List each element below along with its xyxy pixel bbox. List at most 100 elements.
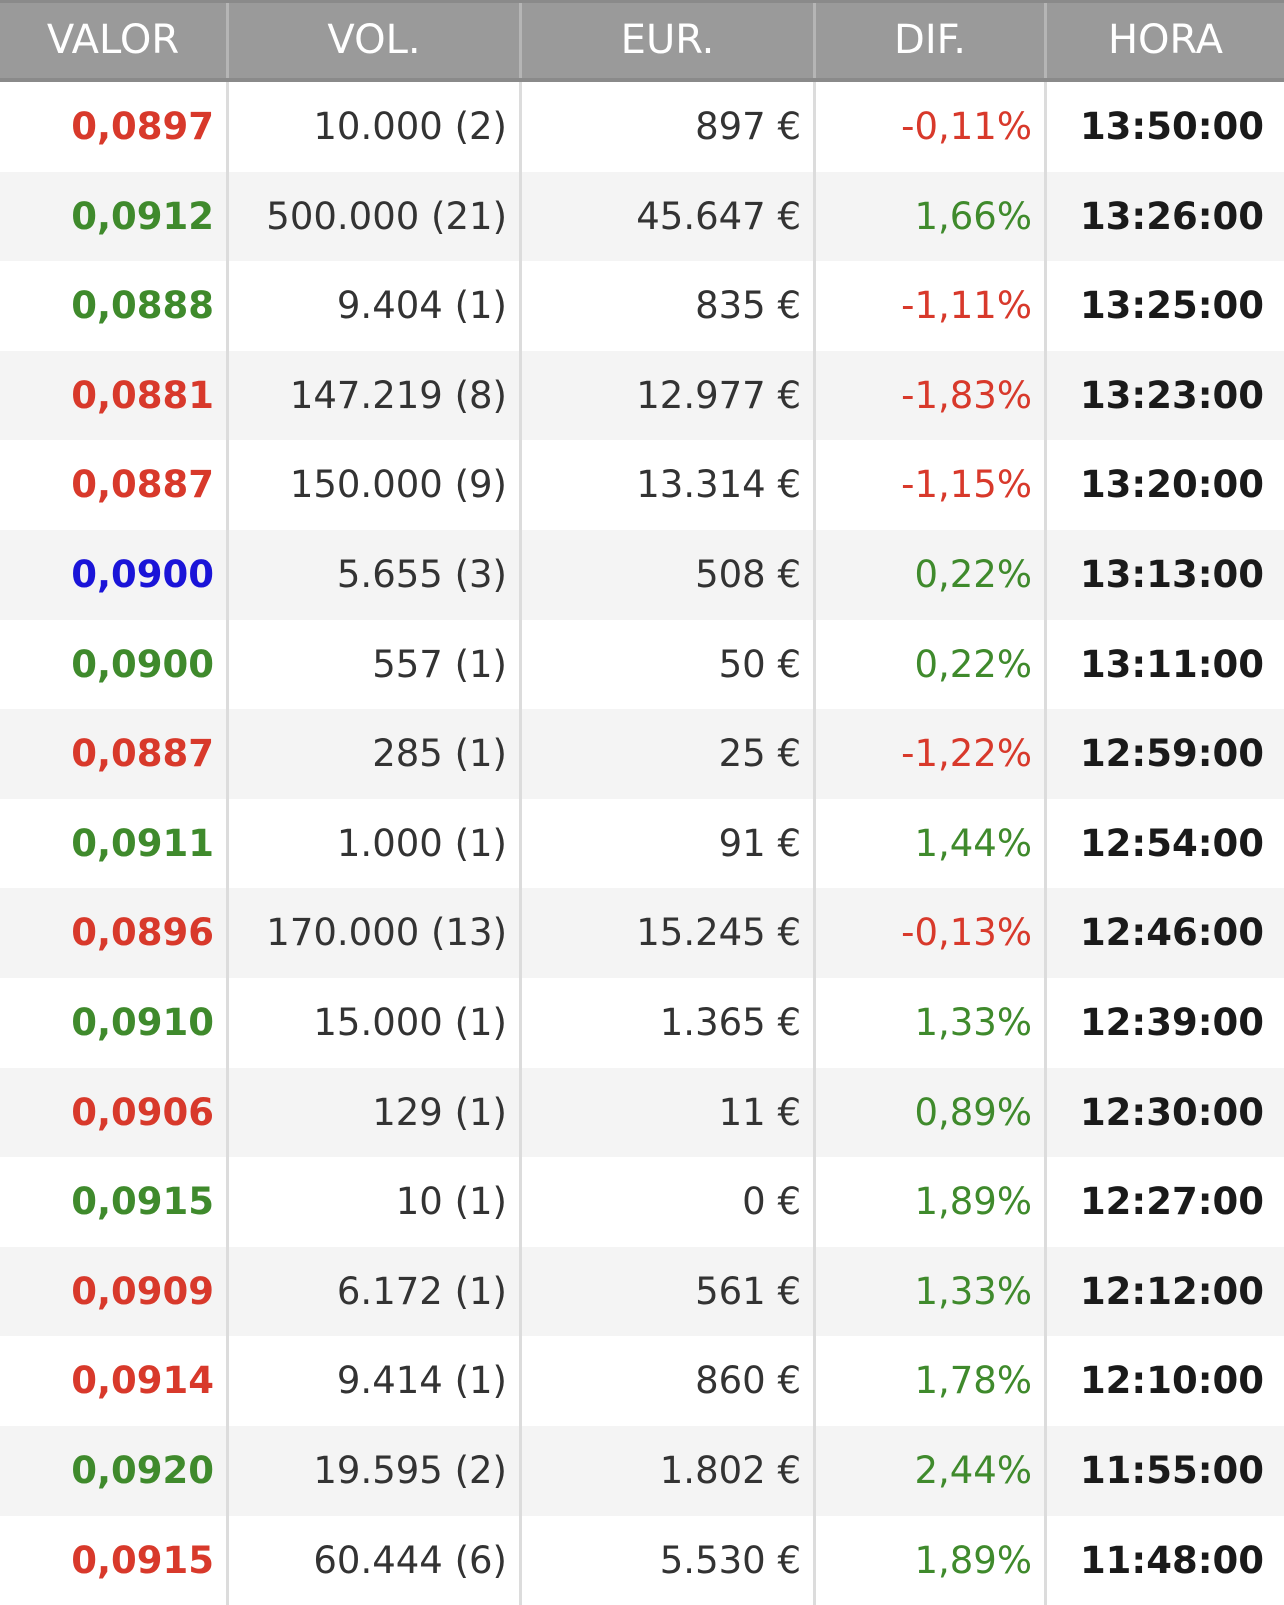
table-header: VALOR VOL. EUR. DIF. HORA [0, 0, 1284, 82]
cell-eur: 835 € [522, 261, 816, 351]
cell-vol: 500.000 (21) [229, 172, 522, 262]
cell-dif: -1,15% [816, 440, 1047, 530]
cell-dif: -1,22% [816, 709, 1047, 799]
cell-hora: 12:46:00 [1047, 888, 1284, 978]
cell-hora: 12:54:00 [1047, 799, 1284, 889]
cell-vol: 10 (1) [229, 1157, 522, 1247]
cell-dif: -1,83% [816, 351, 1047, 441]
cell-dif: -0,11% [816, 82, 1047, 172]
cell-eur: 91 € [522, 799, 816, 889]
cell-eur: 897 € [522, 82, 816, 172]
cell-hora: 13:11:00 [1047, 620, 1284, 710]
cell-eur: 12.977 € [522, 351, 816, 441]
cell-hora: 13:26:00 [1047, 172, 1284, 262]
cell-vol: 147.219 (8) [229, 351, 522, 441]
cell-hora: 12:10:00 [1047, 1336, 1284, 1426]
cell-valor: 0,0888 [0, 261, 229, 351]
cell-vol: 6.172 (1) [229, 1247, 522, 1337]
cell-vol: 60.444 (6) [229, 1516, 522, 1605]
cell-eur: 25 € [522, 709, 816, 799]
cell-eur: 561 € [522, 1247, 816, 1337]
cell-valor: 0,0920 [0, 1426, 229, 1516]
column-header-hora[interactable]: HORA [1047, 3, 1284, 78]
cell-vol: 170.000 (13) [229, 888, 522, 978]
cell-vol: 10.000 (2) [229, 82, 522, 172]
cell-eur: 13.314 € [522, 440, 816, 530]
cell-valor: 0,0887 [0, 440, 229, 530]
cell-hora: 11:55:00 [1047, 1426, 1284, 1516]
cell-eur: 50 € [522, 620, 816, 710]
cell-hora: 13:23:00 [1047, 351, 1284, 441]
cell-dif: 0,89% [816, 1068, 1047, 1158]
cell-vol: 15.000 (1) [229, 978, 522, 1068]
cell-eur: 1.365 € [522, 978, 816, 1068]
cell-dif: 1,66% [816, 172, 1047, 262]
cell-vol: 285 (1) [229, 709, 522, 799]
cell-hora: 13:25:00 [1047, 261, 1284, 351]
cell-hora: 12:30:00 [1047, 1068, 1284, 1158]
column-header-vol[interactable]: VOL. [229, 3, 522, 78]
column-header-eur[interactable]: EUR. [522, 3, 816, 78]
cell-valor: 0,0897 [0, 82, 229, 172]
cell-hora: 12:39:00 [1047, 978, 1284, 1068]
cell-dif: -0,13% [816, 888, 1047, 978]
cell-dif: 1,89% [816, 1516, 1047, 1605]
cell-vol: 129 (1) [229, 1068, 522, 1158]
cell-vol: 557 (1) [229, 620, 522, 710]
cell-valor: 0,0915 [0, 1516, 229, 1605]
column-header-valor[interactable]: VALOR [0, 3, 229, 78]
cell-dif: 0,22% [816, 620, 1047, 710]
cell-eur: 508 € [522, 530, 816, 620]
cell-hora: 11:48:00 [1047, 1516, 1284, 1605]
cell-dif: 0,22% [816, 530, 1047, 620]
cell-dif: 1,33% [816, 1247, 1047, 1337]
cell-valor: 0,0900 [0, 530, 229, 620]
column-header-dif[interactable]: DIF. [816, 3, 1047, 78]
cell-eur: 1.802 € [522, 1426, 816, 1516]
cell-eur: 15.245 € [522, 888, 816, 978]
cell-valor: 0,0914 [0, 1336, 229, 1426]
cell-vol: 9.404 (1) [229, 261, 522, 351]
cell-eur: 0 € [522, 1157, 816, 1247]
cell-dif: 1,89% [816, 1157, 1047, 1247]
cell-hora: 12:27:00 [1047, 1157, 1284, 1247]
cell-vol: 9.414 (1) [229, 1336, 522, 1426]
cell-dif: 1,33% [816, 978, 1047, 1068]
cell-dif: 1,78% [816, 1336, 1047, 1426]
cell-valor: 0,0912 [0, 172, 229, 262]
cell-dif: -1,11% [816, 261, 1047, 351]
cell-hora: 13:50:00 [1047, 82, 1284, 172]
cell-valor: 0,0911 [0, 799, 229, 889]
cell-valor: 0,0896 [0, 888, 229, 978]
cell-hora: 12:12:00 [1047, 1247, 1284, 1337]
cell-eur: 11 € [522, 1068, 816, 1158]
cell-vol: 150.000 (9) [229, 440, 522, 530]
cell-vol: 5.655 (3) [229, 530, 522, 620]
cell-valor: 0,0906 [0, 1068, 229, 1158]
cell-vol: 19.595 (2) [229, 1426, 522, 1516]
cell-dif: 2,44% [816, 1426, 1047, 1516]
cell-vol: 1.000 (1) [229, 799, 522, 889]
cell-dif: 1,44% [816, 799, 1047, 889]
cell-valor: 0,0910 [0, 978, 229, 1068]
cell-hora: 13:13:00 [1047, 530, 1284, 620]
cell-eur: 5.530 € [522, 1516, 816, 1605]
